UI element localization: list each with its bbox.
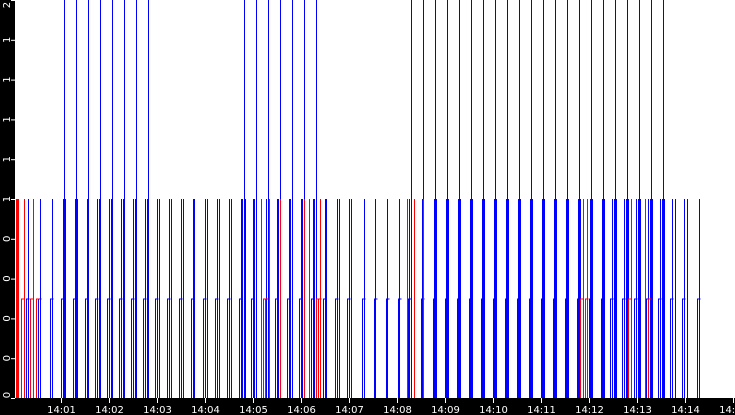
x-tick-label: 14:04	[191, 405, 220, 415]
x-tick-label: 14:09	[431, 405, 460, 415]
y-tick-label: 0	[2, 236, 13, 242]
x-tick-label: 14:15	[719, 405, 735, 415]
y-tick-label: 0	[2, 275, 13, 281]
x-tick-label: 14:05	[239, 405, 268, 415]
x-tick-label: 14:07	[335, 405, 364, 415]
x-tick-label: 14:06	[287, 405, 316, 415]
x-tick-label: 14:01	[47, 405, 76, 415]
x-tick-label: 14:08	[383, 405, 412, 415]
x-tick-label: 14:10	[479, 405, 508, 415]
x-axis: 14:01 14:02 14:03 14:04 14:05 14:06 14:07 14:08…	[15, 398, 735, 415]
series-marks	[16, 0, 701, 398]
y-tick-label: 1	[2, 156, 13, 162]
y-tick-label: 1	[2, 37, 13, 43]
y-tick-label: 2	[2, 2, 13, 8]
y-tick-label: 1	[2, 76, 13, 82]
x-tick-label: 14:13	[623, 405, 652, 415]
y-tick-label: 0	[2, 355, 13, 361]
x-tick-label: 14:02	[95, 405, 124, 415]
y-tick-label: 0	[2, 315, 13, 321]
y-tick-label: 1	[2, 116, 13, 122]
x-tick-label: 14:03	[143, 405, 172, 415]
y-axis: 2 1 1 1 1 1 0 0 0 0 0	[2, 0, 15, 399]
x-tick-label: 14:12	[575, 405, 604, 415]
x-tick-label: 14:14	[671, 405, 700, 415]
x-tick-label: 14:11	[527, 405, 556, 415]
y-tick-label: 1	[2, 196, 13, 202]
y-tick-label: 0	[2, 392, 13, 398]
